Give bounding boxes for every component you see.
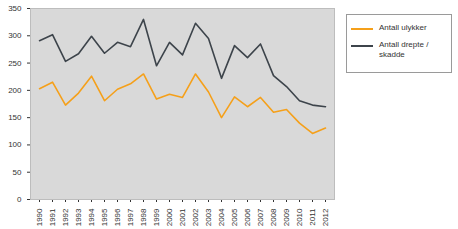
svg-text:200: 200 <box>8 86 22 95</box>
svg-text:2011: 2011 <box>308 208 317 226</box>
svg-text:150: 150 <box>8 113 22 122</box>
svg-text:50: 50 <box>13 168 22 177</box>
svg-text:1998: 1998 <box>139 208 148 226</box>
svg-text:2008: 2008 <box>269 208 278 226</box>
svg-text:1997: 1997 <box>126 208 135 226</box>
svg-text:1994: 1994 <box>87 208 96 226</box>
svg-text:2006: 2006 <box>243 208 252 226</box>
svg-text:1992: 1992 <box>61 208 70 226</box>
svg-text:1990: 1990 <box>35 208 44 226</box>
svg-text:1996: 1996 <box>113 208 122 226</box>
svg-text:1995: 1995 <box>100 208 109 226</box>
html-text:Antall ulykker: Antall ulykker <box>379 23 427 32</box>
svg-text:1999: 1999 <box>152 208 161 226</box>
svg-text:1991: 1991 <box>48 208 57 226</box>
svg-text:0: 0 <box>17 195 22 204</box>
svg-text:2001: 2001 <box>178 208 187 226</box>
svg-text:2004: 2004 <box>217 208 226 226</box>
svg-text:100: 100 <box>8 140 22 149</box>
svg-text:2010: 2010 <box>295 208 304 226</box>
svg-text:2009: 2009 <box>282 208 291 226</box>
svg-text:2000: 2000 <box>165 208 174 226</box>
svg-text:300: 300 <box>8 31 22 40</box>
svg-text:250: 250 <box>8 59 22 68</box>
svg-text:2002: 2002 <box>191 208 200 226</box>
svg-text:350: 350 <box>8 4 22 13</box>
html-text:Antall drepte / skadde: Antall drepte / skadde <box>379 40 429 59</box>
svg-text:1993: 1993 <box>74 208 83 226</box>
svg-text:2003: 2003 <box>204 208 213 226</box>
svg-text:2005: 2005 <box>230 208 239 226</box>
svg-text:2012: 2012 <box>321 208 330 226</box>
svg-text:2007: 2007 <box>256 208 265 226</box>
